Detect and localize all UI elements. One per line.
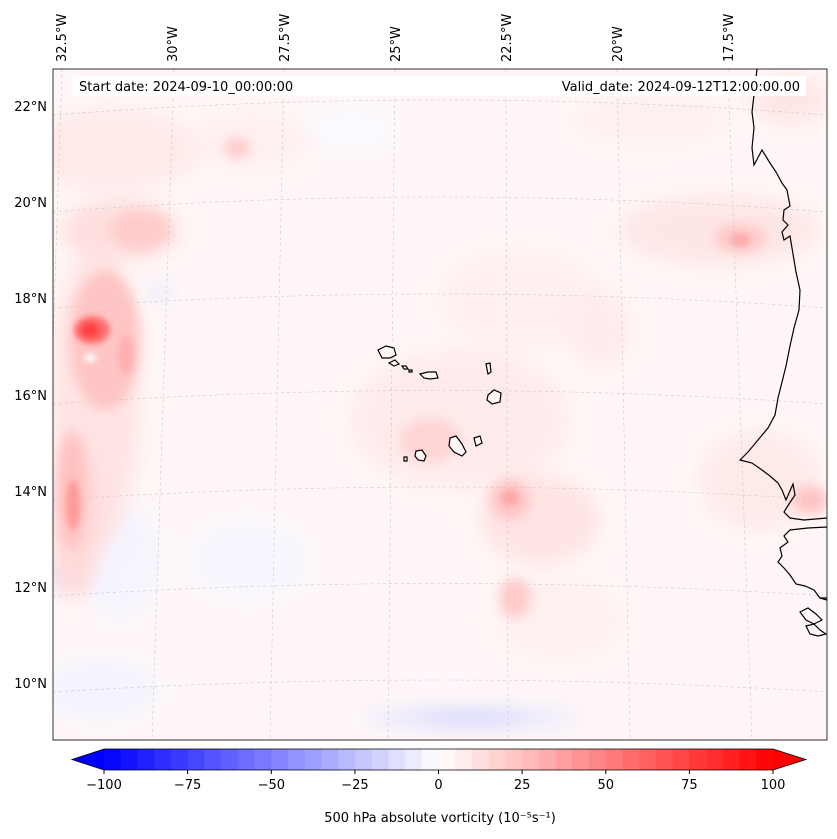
- colorbar-segment: [304, 749, 323, 770]
- gridlines: [53, 69, 827, 740]
- sal-island: [485, 362, 492, 375]
- colorbar-segment: [706, 749, 724, 770]
- bijagos-island: [799, 607, 824, 625]
- map-panel: Start date: 2024-09-10_00:00:00 Valid_da…: [52, 68, 828, 741]
- colorbar-tick-label: 25: [514, 778, 531, 793]
- coastlines: [738, 69, 827, 637]
- colorbar: −100 −75 −50 −25 0 25 50 75 100 500 hPa …: [70, 748, 808, 826]
- map-frame: [52, 68, 828, 741]
- lat-label: 14°N: [14, 485, 47, 500]
- colorbar-segment: [622, 749, 640, 770]
- lon-label: 17.5°W: [722, 14, 737, 62]
- colorbar-tick-label: 75: [681, 778, 698, 793]
- colorbar-segment: [204, 749, 222, 770]
- fogo-island: [414, 449, 427, 462]
- colorbar-tick-label: 50: [598, 778, 615, 793]
- lat-label: 12°N: [14, 581, 47, 596]
- colorbar-segment: [438, 749, 456, 770]
- cape-verde-islands: [377, 345, 502, 462]
- lon-label: 30°W: [166, 26, 181, 62]
- strong-positive-cores: [66, 233, 750, 530]
- colorbar-segment: [488, 749, 507, 770]
- colorbar-tick-labels: −100 −75 −50 −25 0 25 50 75 100: [86, 778, 785, 793]
- latitude-labels: 22°N 20°N 18°N 16°N 14°N 12°N 10°N: [14, 100, 47, 692]
- colorbar-segment: [689, 749, 707, 770]
- colorbar-max-extend-arrow: [773, 749, 806, 770]
- lat-label: 20°N: [14, 196, 47, 211]
- colorbar-segment: [321, 749, 339, 770]
- colorbar-segment: [639, 749, 657, 770]
- colorbar-segment: [655, 749, 674, 770]
- colorbar-segment: [104, 749, 122, 770]
- colorbar-segment: [405, 749, 423, 770]
- small-islet: [408, 369, 413, 373]
- colorbar-segment: [221, 749, 239, 770]
- colorbar-segment: [505, 749, 523, 770]
- colorbar-tick-label: −25: [341, 778, 368, 793]
- colorbar-segment: [589, 749, 607, 770]
- santiago-island: [448, 435, 467, 457]
- colorbar-tick-label: 100: [761, 778, 786, 793]
- colorbar-segment: [555, 749, 573, 770]
- colorbar-segment: [120, 749, 139, 770]
- colorbar-segment: [170, 749, 189, 770]
- colorbar-segment: [455, 749, 473, 770]
- colorbar-segment: [756, 749, 774, 770]
- colorbar-segment: [338, 749, 356, 770]
- african-coastline: [738, 69, 827, 521]
- sao-vicente-island: [387, 359, 401, 367]
- colorbar-segment: [471, 749, 490, 770]
- santa-luzia-island: [400, 365, 410, 370]
- colorbar-tick-label: −75: [174, 778, 201, 793]
- colorbar-tick-label: 0: [434, 778, 442, 793]
- santo-antao-island: [377, 345, 397, 359]
- vorticity-field: [53, 69, 827, 740]
- longitude-labels: 32.5°W 30°W 27.5°W 25°W 22.5°W 20°W 17.5…: [55, 14, 737, 62]
- guinea-bissau-coastline: [777, 526, 827, 599]
- lon-label: 22.5°W: [500, 14, 515, 62]
- start-date-label: Start date: 2024-09-10_00:00:00: [79, 80, 293, 95]
- colorbar-segment: [421, 749, 440, 770]
- colorbar-segment: [522, 749, 540, 770]
- brava-island: [403, 456, 408, 462]
- colorbar-tick-label: −50: [258, 778, 285, 793]
- colorbar-segment: [237, 749, 256, 770]
- header-band: [73, 76, 806, 96]
- colorbar-segment: [371, 749, 389, 770]
- colorbar-segments: [104, 749, 774, 770]
- colorbar-segment: [388, 749, 406, 770]
- colorbar-segment: [271, 749, 289, 770]
- coastal-island: [805, 623, 827, 637]
- sao-nicolau-island: [418, 371, 439, 380]
- lat-label: 18°N: [14, 292, 47, 307]
- coast-segment: [819, 597, 827, 601]
- colorbar-segment: [187, 749, 205, 770]
- colorbar-segment: [354, 749, 373, 770]
- colorbar-segment: [605, 749, 624, 770]
- colorbar-title: 500 hPa absolute vorticity (10⁻⁵s⁻¹): [324, 811, 556, 826]
- lon-label: 32.5°W: [55, 14, 70, 62]
- valid-date-label: Valid_date: 2024-09-12T12:00:00.00: [562, 80, 800, 95]
- lat-label: 16°N: [14, 389, 47, 404]
- colorbar-tick-label: −100: [86, 778, 122, 793]
- boa-vista-island: [486, 389, 502, 405]
- maio-island: [473, 435, 483, 447]
- colorbar-segment: [154, 749, 172, 770]
- colorbar-segment: [722, 749, 741, 770]
- colorbar-segment: [538, 749, 557, 770]
- lat-label: 10°N: [14, 677, 47, 692]
- colorbar-segment: [572, 749, 590, 770]
- colorbar-min-extend-arrow: [72, 749, 104, 770]
- colorbar-segment: [254, 749, 272, 770]
- lat-label: 22°N: [14, 100, 47, 115]
- colorbar-segment: [137, 749, 155, 770]
- lon-label: 27.5°W: [278, 14, 293, 62]
- lon-label: 20°W: [611, 26, 626, 62]
- colorbar-ticks: [103, 770, 774, 774]
- lon-label: 25°W: [389, 26, 404, 62]
- colorbar-segment: [672, 749, 690, 770]
- colorbar-segment: [739, 749, 757, 770]
- colorbar-segment: [287, 749, 306, 770]
